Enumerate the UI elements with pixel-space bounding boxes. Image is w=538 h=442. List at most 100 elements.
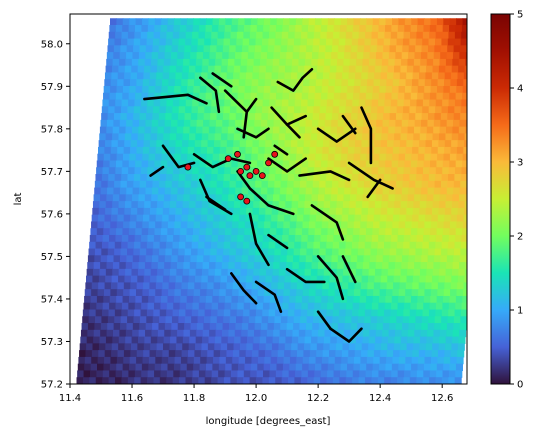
heatmap-cell (330, 262, 338, 270)
heatmap-cell (92, 343, 100, 351)
heatmap-cell (467, 174, 474, 181)
heatmap-cell (189, 133, 197, 141)
heatmap-cell (238, 18, 246, 26)
heatmap-cell (124, 207, 132, 216)
heatmap-cell (201, 140, 209, 148)
heatmap-cell (279, 58, 287, 67)
heatmap-cell (112, 262, 120, 270)
heatmap-cell (194, 146, 202, 155)
heatmap-cell (254, 329, 262, 338)
heatmap-cell (457, 343, 465, 351)
heatmap-cell (388, 329, 396, 338)
heatmap-cell (293, 248, 301, 256)
heatmap-cell (114, 309, 122, 317)
heatmap-cell (418, 214, 426, 223)
heatmap-cell (375, 126, 383, 134)
heatmap-cell (341, 214, 349, 223)
heatmap-cell (146, 38, 154, 46)
heatmap-cell (120, 45, 128, 53)
heatmap-cell (246, 201, 254, 209)
heatmap-cell (433, 194, 441, 202)
heatmap-cell (429, 377, 437, 384)
heatmap-cell (251, 18, 259, 26)
heatmap-cell (464, 207, 467, 216)
heatmap-cell (290, 79, 298, 87)
heatmap-cell (452, 329, 460, 338)
heatmap-cell (401, 329, 409, 338)
heatmap-cell (386, 289, 394, 297)
heatmap-cell (108, 309, 116, 317)
heatmap-cell (274, 106, 282, 114)
heatmap-cell (219, 79, 227, 87)
heatmap-cell (343, 126, 351, 134)
heatmap-cell (102, 370, 110, 378)
heatmap-cell (399, 214, 407, 223)
heatmap-cell (234, 58, 242, 67)
heatmap-cell (192, 25, 200, 33)
heatmap-cell (366, 295, 374, 304)
heatmap-cell (269, 295, 277, 304)
heatmap-cell (410, 25, 418, 33)
heatmap-cell (268, 309, 276, 317)
heatmap-cell (410, 302, 418, 311)
heatmap-cell (316, 214, 324, 223)
heatmap-cell (378, 167, 386, 175)
heatmap-cell (290, 140, 298, 148)
heatmap-cell (472, 194, 479, 201)
heatmap-cell (83, 370, 91, 378)
heatmap-cell (416, 241, 424, 250)
heatmap-cell (300, 377, 308, 384)
heatmap-cell (331, 52, 339, 60)
heatmap-cell (463, 214, 467, 223)
heatmap-cell (102, 302, 110, 311)
heatmap-cell (174, 18, 182, 26)
heatmap-cell (453, 316, 461, 324)
heatmap-cell (211, 234, 219, 243)
heatmap-cell (101, 241, 109, 250)
heatmap-cell (183, 329, 191, 338)
heatmap-cell (270, 221, 278, 229)
heatmap-cell (454, 241, 462, 250)
heatmap-cell (285, 65, 293, 74)
heatmap-cell (356, 329, 364, 338)
heatmap-cell (401, 194, 409, 202)
heatmap-cell (305, 126, 313, 134)
heatmap-cell (134, 370, 142, 378)
heatmap-cell (320, 31, 328, 40)
heatmap-cell (302, 18, 310, 26)
heatmap-cell (176, 201, 184, 209)
heatmap-cell (254, 255, 262, 263)
heatmap-cell (295, 18, 303, 26)
heatmap-cell (288, 302, 296, 311)
heatmap-cell (125, 336, 133, 344)
heatmap-cell (191, 316, 199, 324)
heatmap-cell (204, 38, 212, 46)
heatmap-cell (231, 92, 239, 101)
heatmap-cell (276, 25, 284, 33)
heatmap-cell (340, 160, 348, 168)
heatmap-cell (187, 214, 195, 223)
heatmap-cell (289, 153, 297, 162)
heatmap-cell (250, 370, 258, 378)
heatmap-cell (183, 187, 191, 195)
heatmap-cell (149, 214, 157, 223)
line-segment (366, 178, 382, 199)
heatmap-cell (145, 52, 153, 60)
heatmap-cell (269, 160, 277, 168)
heatmap-cell (121, 106, 129, 114)
heatmap-cell (448, 167, 456, 175)
heatmap-cell (166, 370, 174, 378)
heatmap-cell (276, 85, 284, 94)
heatmap-cell (190, 323, 198, 331)
heatmap-cell (454, 106, 462, 114)
heatmap-cell (440, 113, 448, 121)
heatmap-cell (183, 52, 191, 60)
heatmap-cell (389, 323, 397, 331)
heatmap-cell (153, 234, 161, 243)
heatmap-cell (211, 31, 219, 40)
heatmap-cell (278, 268, 286, 277)
heatmap-cell (380, 214, 388, 223)
heatmap-cell (261, 113, 269, 121)
heatmap-cell (444, 350, 452, 358)
heatmap-cell (370, 38, 378, 46)
